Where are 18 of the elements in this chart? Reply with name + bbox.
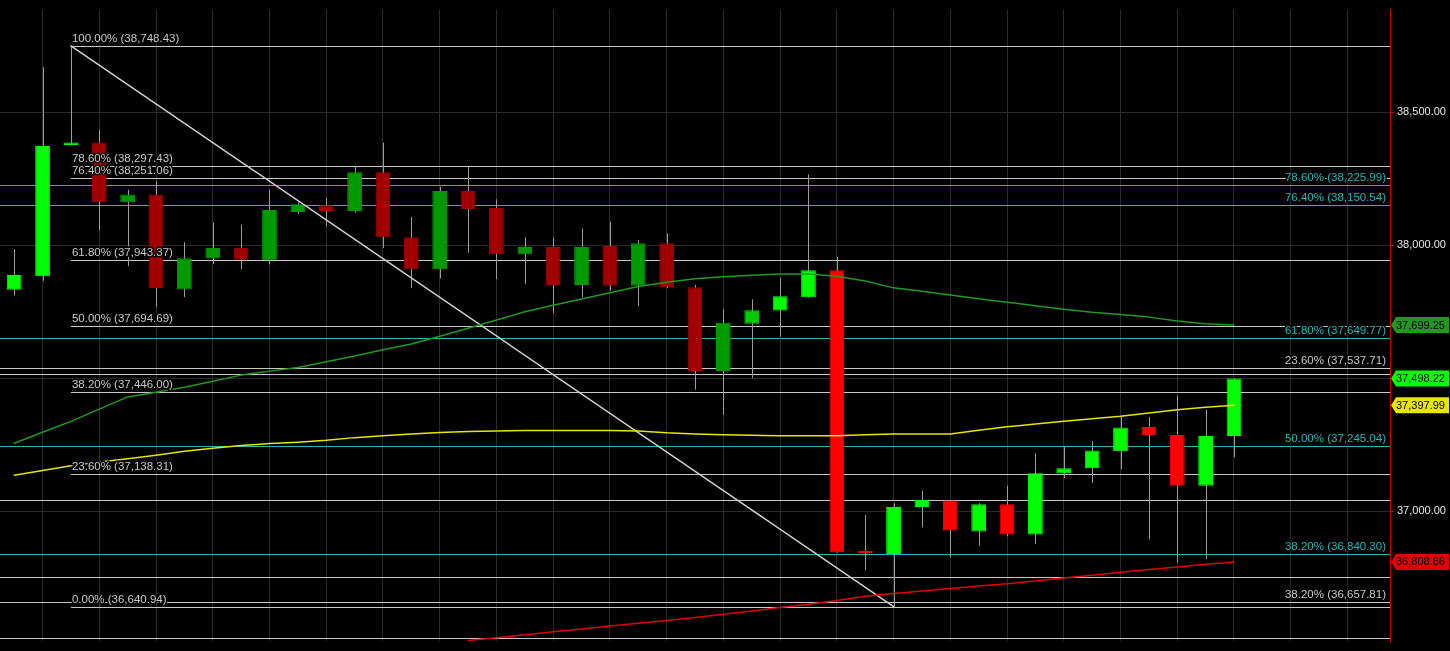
text: 37,699.25 — [1396, 318, 1445, 331]
y-tick-label: 37,000.00 — [1397, 504, 1446, 517]
ref-line-label: 38.20% (36,657.81) — [1284, 588, 1387, 601]
text: 37,397.99 — [1396, 398, 1445, 411]
y-tick-label: 38,000.00 — [1397, 238, 1446, 251]
ref-line-label: 100.00% (38,748.43) — [71, 31, 180, 44]
y-tick-label: 38,500.00 — [1397, 105, 1446, 118]
ref-line-label: 0.00% (36,640.94) — [71, 592, 167, 605]
text: 36,808.86 — [1396, 555, 1445, 568]
ref-line-label: 76.40% (38,150.54) — [1284, 190, 1387, 203]
ref-line-label: 61.80% (37,649.77) — [1284, 324, 1387, 337]
ref-line-label: 50.00% (37,694.69) — [71, 312, 174, 325]
ref-line-label: 23.60% (37,537.71) — [1284, 354, 1387, 367]
ref-line-label: 23.60% (37,138.31) — [71, 460, 174, 473]
ref-line-label: 38.20% (36,840.30) — [1284, 539, 1387, 552]
ref-line-label: 38.20% (37,446.00) — [71, 378, 174, 391]
text: 37,498.22 — [1396, 372, 1445, 385]
ref-line-label: 50.00% (37,245.04) — [1284, 431, 1387, 444]
